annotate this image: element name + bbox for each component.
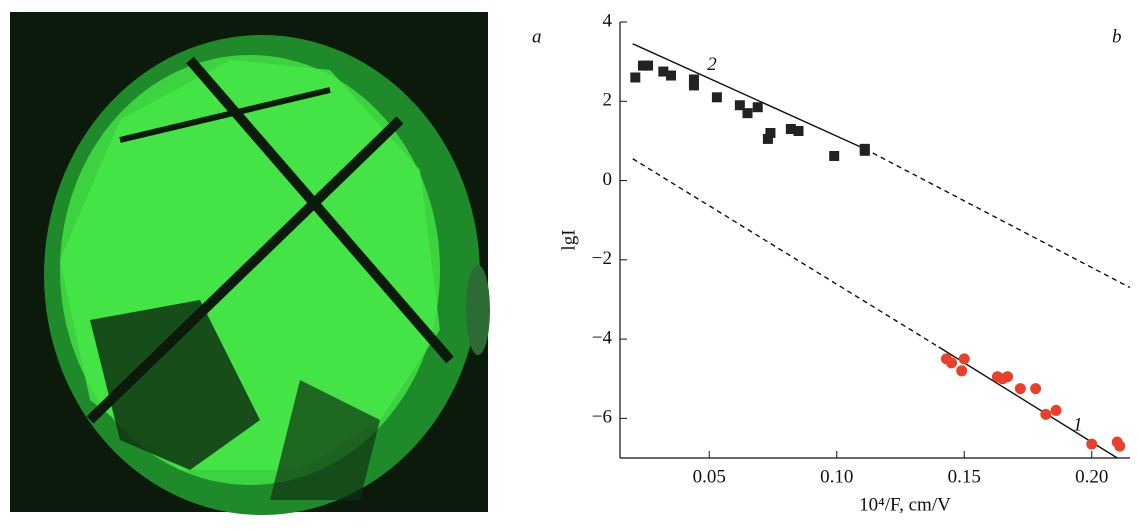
point [1014,383,1026,395]
x-tick-label: 0.05 [693,466,726,487]
point [1002,371,1014,383]
panel-label: a [532,26,542,47]
point [1050,404,1062,416]
point [666,70,676,81]
y-tick-label: 4 [603,10,613,31]
point [643,60,654,71]
point [742,108,753,119]
point [630,72,641,83]
y-tick-label: −2 [592,248,612,269]
y-tick-label: 0 [603,169,613,190]
x-axis-label: 10⁴/F, cm/V [859,494,951,515]
point [1030,383,1042,395]
y-tick-label: −6 [592,407,612,428]
y-tick-label: 2 [603,90,613,111]
y-tick-label: −4 [592,327,613,348]
series-label: 1 [1073,414,1083,435]
point [688,74,699,85]
x-tick-label: 0.10 [820,466,853,487]
point [752,102,763,113]
point [658,66,669,77]
point [637,60,648,71]
point [958,353,970,365]
point [956,365,968,377]
photo [10,12,490,515]
x-tick-label: 0.20 [1075,466,1108,487]
point [829,150,840,161]
point [793,126,804,136]
x-tick-label: 0.15 [948,466,981,487]
fit-line [864,148,1131,289]
point [785,124,796,135]
point [762,133,773,144]
fit-line [938,346,1118,459]
series-label: 2 [707,54,717,75]
y-axis-label: lgI [558,229,579,250]
point [688,80,699,91]
point [946,357,957,369]
point [859,143,870,154]
point [1086,438,1098,450]
point [1040,408,1052,420]
fit-line [632,158,940,348]
point [711,92,722,103]
point [765,127,776,138]
fit-line [632,43,866,150]
point [1114,440,1126,452]
point [734,100,745,111]
panel-label: b [1112,26,1122,47]
